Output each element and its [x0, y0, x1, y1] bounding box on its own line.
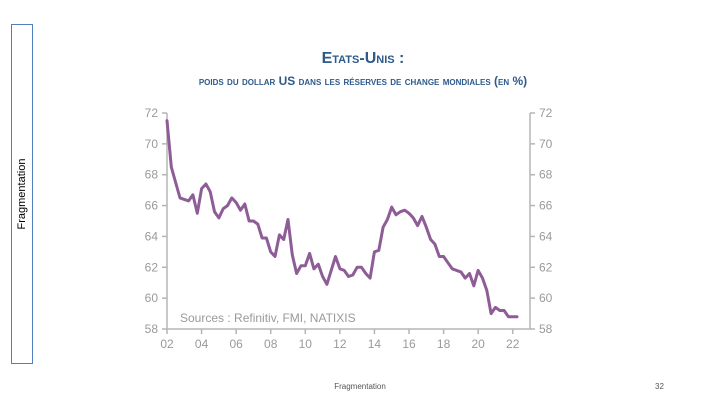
chart-container: 58 58 60 60 62 62 64 64 66 66 68 68 70 70 72 72 02 04 06 08… [145, 106, 553, 351]
y-tick-label-right: 62 [539, 260, 553, 274]
line-chart: 58 58 60 60 62 62 64 64 66 66 68 68 70 70 72 72 02 04 06 08… [145, 106, 553, 351]
x-tick-label: 08 [264, 337, 278, 351]
y-tick-label-left: 66 [145, 199, 159, 213]
y-tick-label-left: 64 [145, 229, 159, 243]
x-tick-label: 04 [195, 337, 209, 351]
y-tick-label-left: 68 [145, 168, 159, 182]
chart-title: Etats-Unis : [321, 50, 405, 67]
y-tick-label-right: 58 [539, 322, 553, 336]
page-number: 32 [655, 382, 664, 391]
chart-subtitle: poids du dollar US dans les réserves de … [198, 74, 528, 88]
y-tick-label-left: 60 [145, 291, 159, 305]
y-tick-label-right: 68 [539, 168, 553, 182]
x-tick-label: 12 [333, 337, 347, 351]
source-annotation: Sources : Refinitiv, FMI, NATIXIS [180, 311, 356, 325]
x-tick-label: 06 [229, 337, 243, 351]
x-tick-label: 16 [402, 337, 416, 351]
x-tick-label: 18 [437, 337, 451, 351]
y-tick-label-right: 64 [539, 229, 553, 243]
y-tick-label-left: 70 [145, 137, 159, 151]
x-tick-label: 10 [299, 337, 313, 351]
y-tick-label-right: 70 [539, 137, 553, 151]
series-line-usd-share [165, 119, 519, 319]
x-tick-label: 22 [506, 337, 520, 351]
x-tick-label: 20 [471, 337, 485, 351]
footer-title: Fragmentation [334, 382, 386, 391]
x-tick-label: 02 [160, 337, 174, 351]
y-tick-label-left: 58 [145, 322, 159, 336]
y-tick-label-left: 72 [145, 106, 159, 120]
y-tick-label-right: 72 [539, 106, 553, 120]
y-tick-label-right: 60 [539, 291, 553, 305]
side-panel-box [11, 24, 33, 364]
y-tick-label-right: 66 [539, 199, 553, 213]
y-tick-label-left: 62 [145, 260, 159, 274]
x-tick-label: 14 [368, 337, 382, 351]
